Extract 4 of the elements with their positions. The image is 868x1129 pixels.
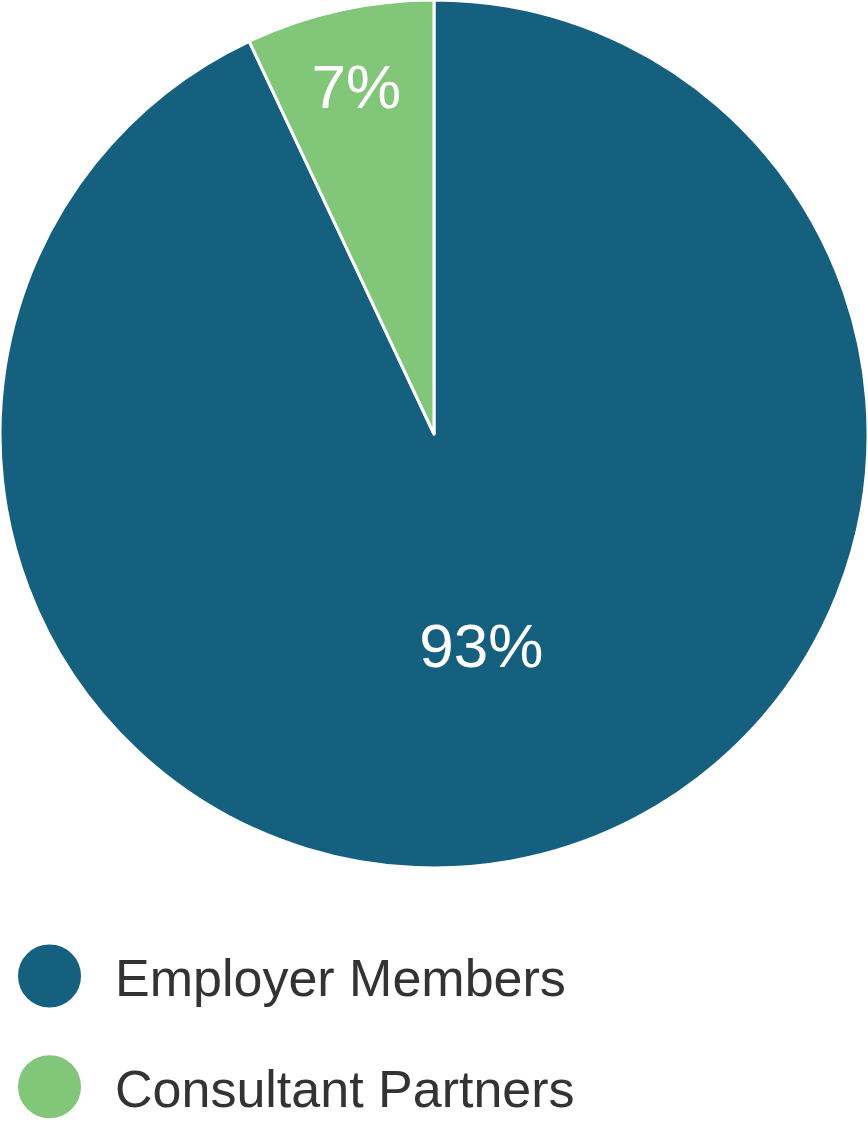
legend-label: Employer Members	[115, 949, 566, 1008]
data-label: 7%	[311, 51, 402, 121]
data-label: 93%	[419, 611, 544, 681]
legend-label: Consultant Partners	[115, 1059, 575, 1118]
